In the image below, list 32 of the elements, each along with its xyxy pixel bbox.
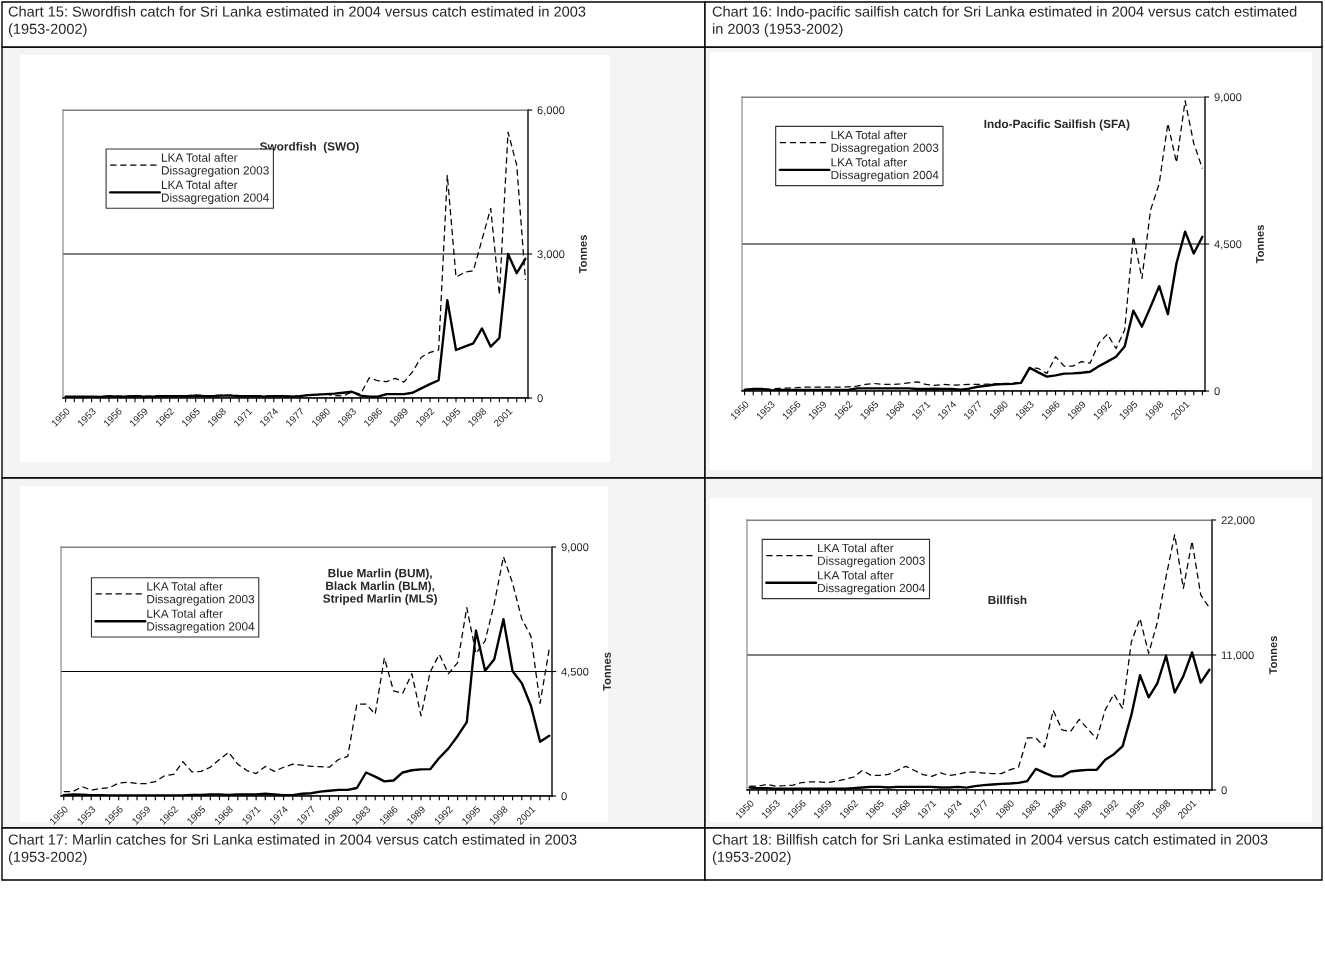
y-tick-label: 9,000 [561,543,589,553]
y-axis-title: Tonnes [1256,225,1264,264]
y-axis-title: Tonnes [579,235,587,274]
y-tick-label: 6,000 [537,106,565,116]
legend-label: LKA Total after Dissagregation 2004 [831,157,939,182]
y-tick-label: 0 [537,394,543,403]
text: Indo-Pacific Sailfish (SFA) [984,119,1130,131]
y-tick-label: 11,000 [1221,651,1254,661]
text: Billfish [988,595,1027,605]
legend-label: LKA Total after Dissagregation 2004 [147,609,255,633]
y-axis-title: Tonnes [1269,636,1278,675]
y-axis-title: Tonnes [603,652,611,691]
y-tick-label: 0 [561,792,567,801]
text: Chart 18: Billfish catch for Sri Lanka estimated in 2004 versus catch estimated in 2003 (1953-2002) [712,834,1268,865]
legend-label: LKA Total after Dissagregation 2003 [818,543,925,568]
chart-title: Chart 16: Indo-pacific sailfish catch for Sri Lanka estimated in 2004 versus catch estimated in 2003 (1953-2002) [712,6,1297,37]
legend-label: LKA Total after Dissagregation 2004 [161,180,269,205]
chart-title: Chart 15: Swordfish catch for Sri Lanka estimated in 2004 versus catch estimated in 2003 (1953-2002) [8,6,586,37]
text: Swordfish (SWO) [259,141,359,153]
legend-label: LKA Total after Dissagregation 2003 [831,130,939,155]
legend-label: LKA Total after Dissagregation 2003 [161,153,269,177]
y-tick-label: 3,000 [537,250,565,260]
y-tick-label: 0 [1221,786,1227,795]
y-tick-label: 22,000 [1221,516,1255,526]
text: Blue Marlin (BUM), Black Marlin (BLM), Striped Marlin (MLS) [323,568,437,606]
y-tick-label: 4,500 [561,667,589,677]
y-tick-label: 4,500 [1214,240,1242,250]
text: Chart 17: Marlin catches for Sri Lanka estimated in 2004 versus catch estimated in 2003 (1953-2002) [8,834,577,865]
legend-label: LKA Total after Dissagregation 2004 [818,570,926,595]
legend-label: LKA Total after Dissagregation 2003 [147,581,255,606]
y-tick-label: 0 [1214,387,1220,396]
y-tick-label: 9,000 [1214,93,1242,103]
